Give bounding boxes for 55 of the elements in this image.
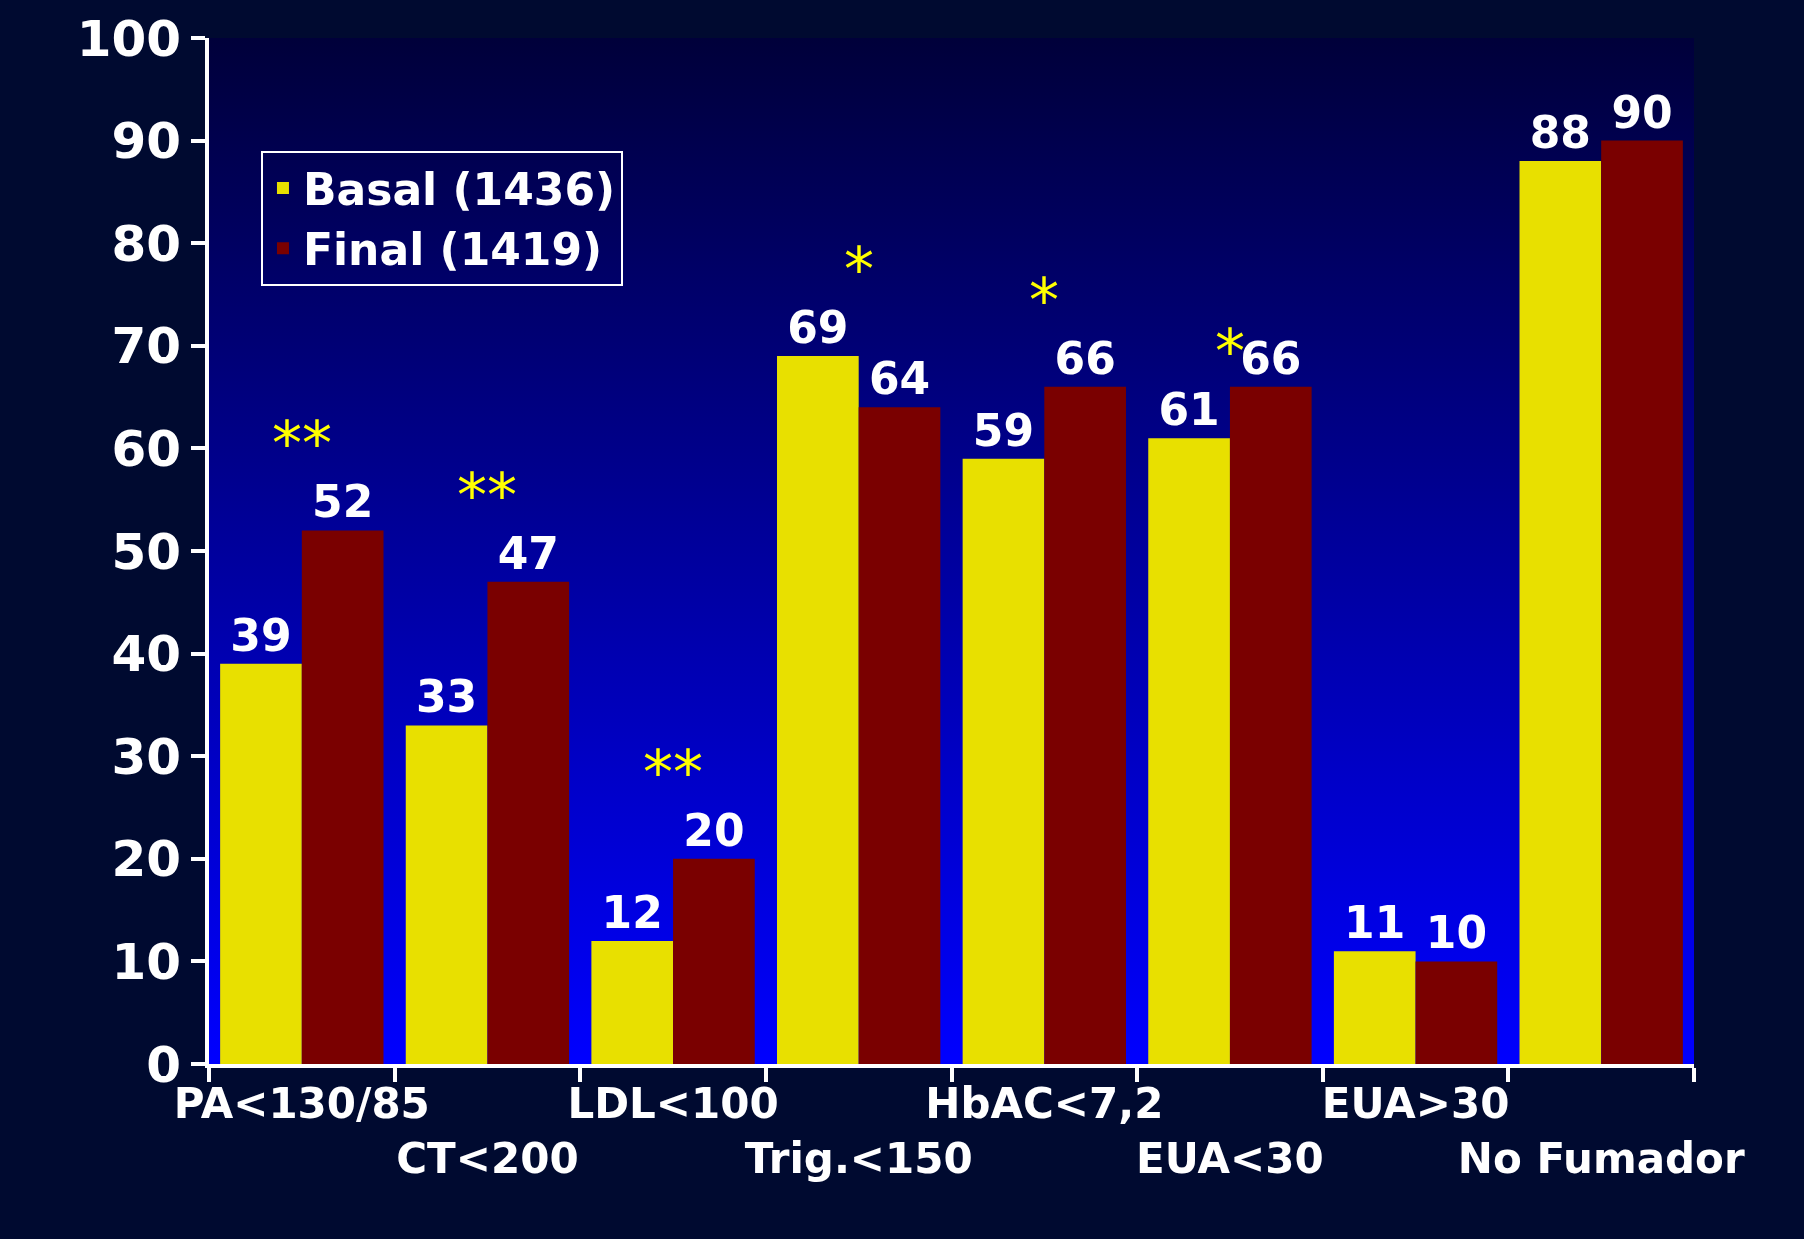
y-tick-label: 40 — [111, 625, 181, 684]
bar — [777, 356, 859, 1064]
bar — [1044, 386, 1126, 1064]
x-tick-label: CT<200 — [396, 1134, 579, 1183]
y-tick-label: 10 — [111, 932, 181, 991]
bar — [220, 663, 302, 1064]
y-tick-label: 20 — [111, 830, 181, 889]
annotation: ** — [457, 460, 517, 530]
bar — [1415, 961, 1498, 1064]
data-label: 88 — [1529, 107, 1591, 159]
legend-label: Final (1419) — [302, 224, 603, 276]
y-tick-label: 90 — [111, 112, 181, 171]
bar — [405, 725, 488, 1064]
bar — [1601, 140, 1683, 1064]
data-label: 33 — [415, 671, 478, 723]
bar — [858, 407, 941, 1064]
y-tick-label: 100 — [76, 9, 181, 68]
data-label: 90 — [1611, 86, 1673, 138]
annotation: ** — [272, 408, 332, 478]
data-label: 52 — [312, 476, 374, 528]
data-label: 69 — [787, 302, 849, 354]
data-label: 66 — [1054, 332, 1116, 384]
annotation: * — [1029, 265, 1059, 335]
bar — [591, 940, 674, 1064]
annotation: ** — [643, 737, 703, 807]
y-tick-label: 50 — [111, 522, 181, 581]
x-tick-label: No Fumador — [1457, 1134, 1745, 1183]
bar — [301, 530, 384, 1064]
data-label: 61 — [1158, 384, 1220, 436]
data-label: 20 — [683, 804, 745, 856]
bar — [962, 458, 1045, 1064]
data-label: 64 — [868, 353, 931, 405]
bar — [1148, 438, 1230, 1064]
data-label: 39 — [230, 609, 292, 661]
legend-label: Basal (1436) — [302, 164, 616, 216]
bar — [1229, 386, 1312, 1064]
data-label: 10 — [1425, 907, 1488, 959]
bar — [673, 858, 755, 1064]
bar — [487, 581, 570, 1064]
y-tick-label: 70 — [111, 317, 181, 376]
x-tick-label: EUA>30 — [1321, 1079, 1510, 1129]
data-label: 11 — [1344, 897, 1406, 949]
bar — [1333, 951, 1416, 1064]
x-tick-label: LDL<100 — [567, 1079, 779, 1129]
x-tick-label: Trig.<150 — [744, 1134, 973, 1183]
data-label: 12 — [601, 886, 663, 938]
y-tick-label: 60 — [111, 419, 181, 478]
x-tick-label: HbAC<7,2 — [925, 1079, 1164, 1129]
x-tick-label: EUA<30 — [1136, 1134, 1324, 1183]
data-label: 59 — [972, 404, 1035, 456]
data-label: 47 — [497, 527, 559, 579]
annotation: * — [844, 234, 874, 304]
bar — [1519, 161, 1602, 1064]
y-tick-label: 30 — [111, 727, 181, 786]
y-tick-label: 80 — [111, 214, 181, 273]
